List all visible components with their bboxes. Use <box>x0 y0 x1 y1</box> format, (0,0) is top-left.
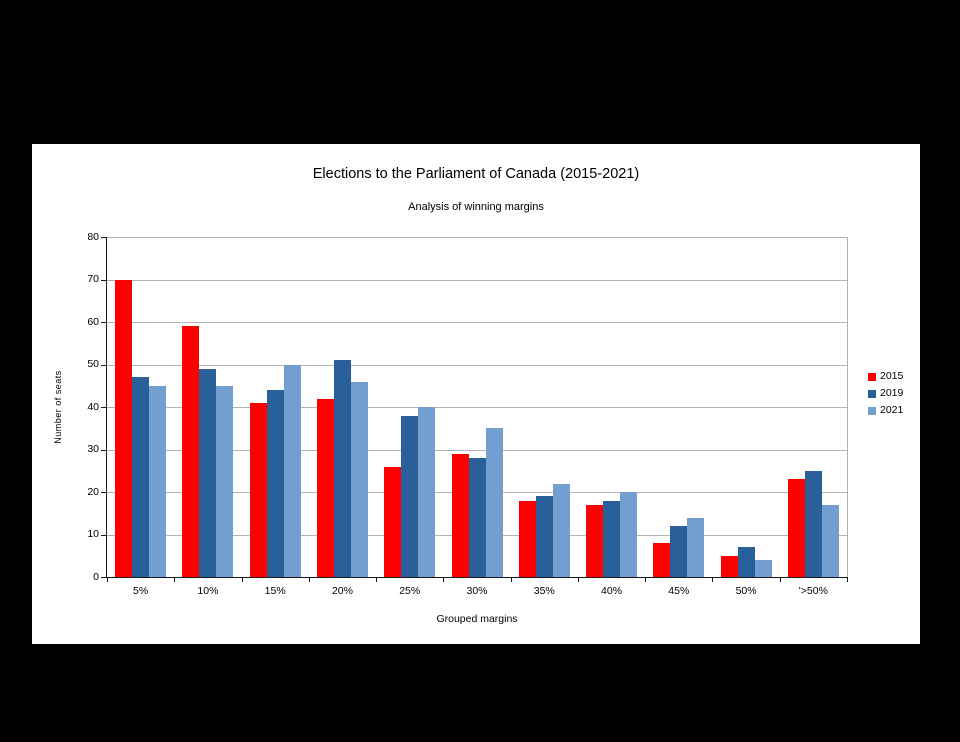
x-axis-tick <box>712 578 714 582</box>
chart-subtitle: Analysis of winning margins <box>408 201 544 213</box>
y-tick-label: 0 <box>93 570 99 583</box>
y-tick-label: 70 <box>87 273 99 285</box>
x-tick-label: 40% <box>601 585 623 597</box>
bar-2021-20% <box>350 381 368 577</box>
y-tick-label: 20 <box>87 485 99 498</box>
bar-2015-25% <box>384 466 402 577</box>
x-axis-tick <box>510 578 512 582</box>
y-axis-tick <box>101 492 106 493</box>
bar-2019-40% <box>603 500 621 577</box>
gridline <box>107 237 847 238</box>
x-axis-tick <box>174 578 176 582</box>
y-tick-label: 60 <box>87 315 99 328</box>
bar-2019-10% <box>199 368 217 577</box>
chart-panel: Elections to the Parliament of Canada (2… <box>32 144 920 644</box>
bar-2021-45% <box>687 517 705 577</box>
gridline <box>107 279 847 281</box>
gridline <box>107 449 847 451</box>
bar-2021-35% <box>552 483 570 577</box>
bar-2015-45% <box>653 543 671 577</box>
bar-2015-40% <box>586 504 604 577</box>
x-axis-title: Grouped margins <box>436 613 518 625</box>
x-tick-label: 20% <box>331 585 353 597</box>
y-tick-label: 10 <box>87 528 99 540</box>
bar-2015-50% <box>720 555 738 577</box>
y-axis-line <box>106 237 107 578</box>
gridline <box>107 407 847 408</box>
x-tick-label: '>50% <box>798 585 828 597</box>
y-axis-tick <box>101 449 106 451</box>
x-axis-tick <box>443 578 445 582</box>
y-tick-label: 80 <box>87 230 99 243</box>
bar-2021-15% <box>283 364 301 577</box>
x-tick-label: 35% <box>533 585 555 597</box>
x-tick-label: 5% <box>133 585 149 597</box>
chart-title: Elections to the Parliament of Canada (2… <box>312 166 640 182</box>
bar-2015-20% <box>316 398 334 577</box>
x-axis-tick <box>847 578 848 582</box>
x-tick-label: 15% <box>264 585 286 597</box>
x-tick-label: 30% <box>466 585 488 597</box>
x-axis-tick <box>779 578 781 582</box>
y-axis-tick <box>101 534 106 536</box>
x-axis-tick <box>645 578 647 582</box>
bar-2015-15% <box>249 402 267 577</box>
bar-2019-'>50% <box>804 470 822 577</box>
x-tick-label: 10% <box>197 585 219 597</box>
x-tick-label: 45% <box>668 585 690 597</box>
bar-2015-'>50% <box>787 479 805 577</box>
legend-swatch-2015 <box>868 373 876 381</box>
x-tick-label: 25% <box>399 585 421 597</box>
bar-2019-35% <box>535 496 553 577</box>
bar-2015-30% <box>451 453 469 577</box>
gridline <box>107 364 847 366</box>
bar-2019-5% <box>132 377 150 577</box>
x-axis-line <box>106 577 848 578</box>
bar-2019-45% <box>670 526 688 577</box>
legend-swatch-2021 <box>868 407 876 415</box>
bar-2019-20% <box>333 360 351 577</box>
y-tick-label: 50 <box>87 358 99 370</box>
x-axis-tick <box>107 578 108 582</box>
plot-area: 0 10 20 30 40 50 60 70 80 5% 10% 15% 20% 25% 30% 35% 40%… <box>87 231 903 598</box>
gridline <box>107 322 847 323</box>
plot-right-border <box>847 237 848 578</box>
y-axis-tick <box>101 322 106 323</box>
y-tick-label: 30 <box>87 443 99 455</box>
y-axis-tick <box>101 364 106 366</box>
bar-2021-'>50% <box>821 504 839 577</box>
legend-label-2021: 2021 <box>880 404 904 416</box>
legend-label-2015: 2015 <box>880 370 904 382</box>
y-axis-tick <box>101 279 106 281</box>
y-axis-tick <box>101 407 106 408</box>
y-tick-label: 40 <box>87 400 99 413</box>
bar-2015-10% <box>182 326 200 577</box>
bar-2021-5% <box>149 385 167 577</box>
bar-2019-50% <box>737 547 755 577</box>
y-axis-tick <box>101 237 106 238</box>
bar-2021-25% <box>418 407 436 577</box>
bar-2015-35% <box>518 500 536 577</box>
y-axis-tick <box>101 577 106 578</box>
x-tick-label: 50% <box>735 585 757 597</box>
x-axis-tick <box>308 578 310 582</box>
bar-2021-40% <box>620 492 638 577</box>
x-axis-tick <box>241 578 243 582</box>
bar-2019-25% <box>401 415 419 577</box>
legend-swatch-2019 <box>868 390 876 398</box>
bar-2021-30% <box>485 428 503 577</box>
legend-label-2019: 2019 <box>880 387 904 399</box>
bar-2019-30% <box>468 458 486 577</box>
bar-2021-10% <box>216 385 234 577</box>
bar-2021-50% <box>754 560 772 577</box>
x-axis-tick <box>376 578 378 582</box>
bar-2019-15% <box>266 390 284 577</box>
bar-2015-5% <box>115 279 133 577</box>
x-axis-tick <box>577 578 579 582</box>
